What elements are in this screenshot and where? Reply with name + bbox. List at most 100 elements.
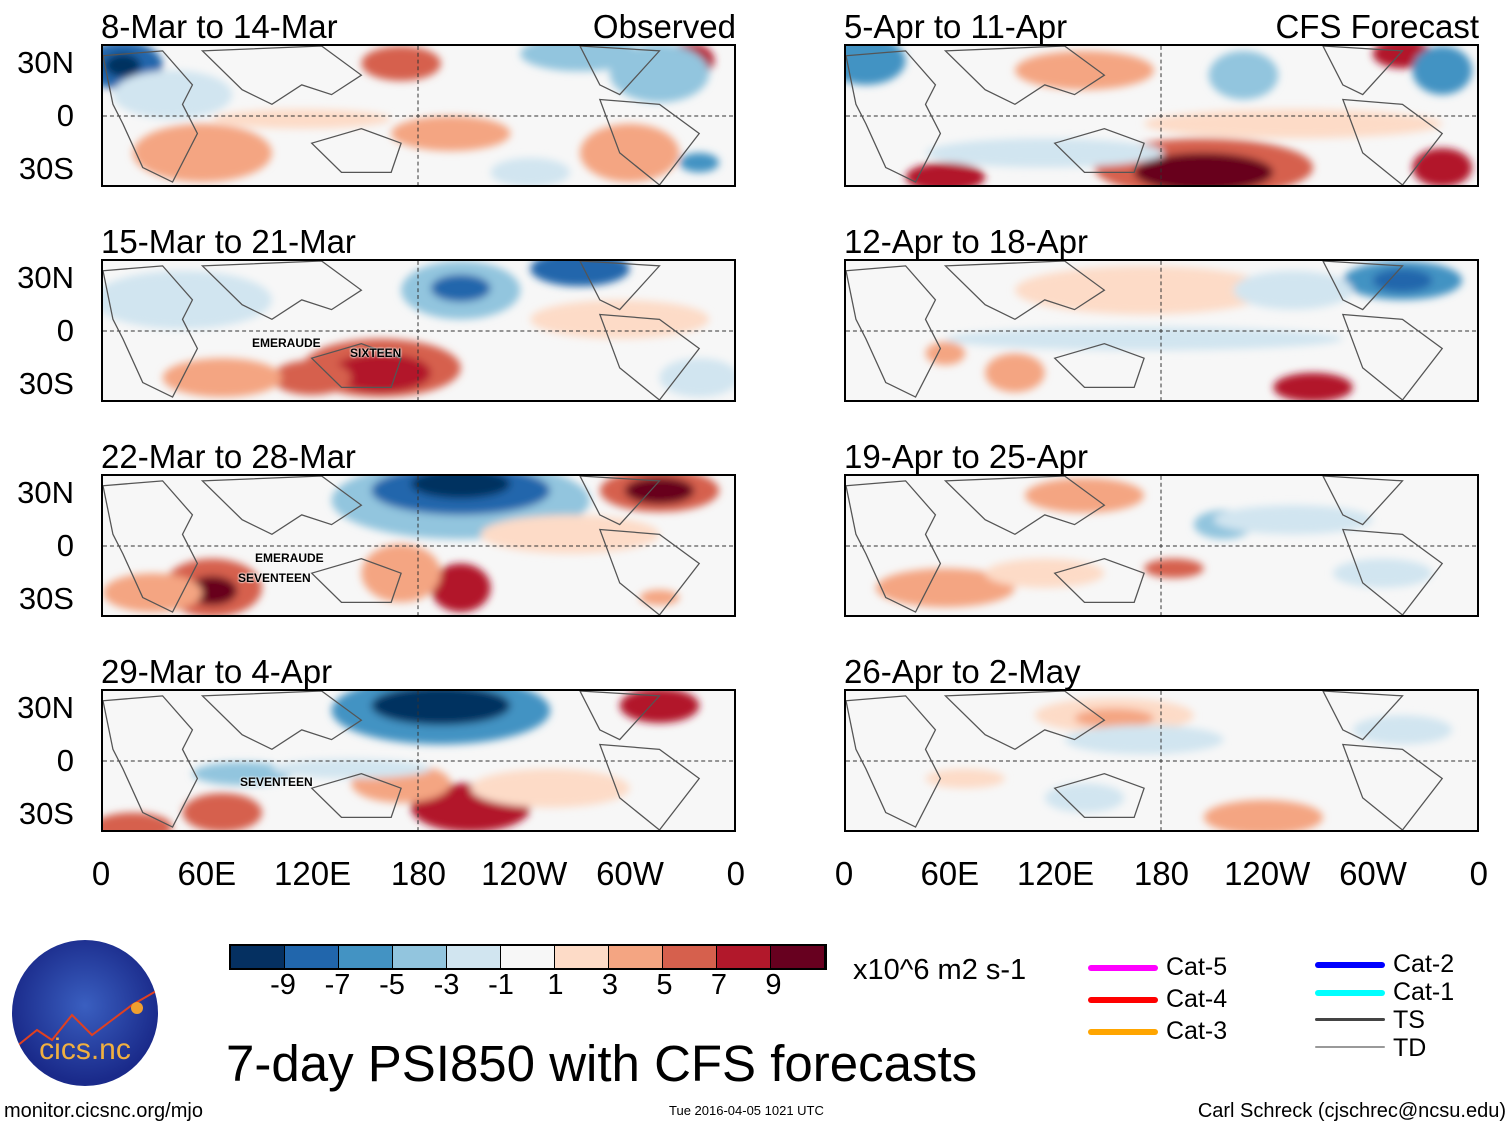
anomaly-contour [430,563,491,613]
anomaly-contour [430,274,491,302]
anomaly-contour [1273,372,1353,400]
anomaly-contour [1412,46,1473,95]
panel-title: 15-Mar to 21-Mar [101,223,356,260]
anomaly-contour [490,157,571,185]
lon-label: 120E [1017,855,1095,892]
anomaly-contour [520,46,640,72]
legend-label: TS [1393,1006,1425,1034]
colorbar-label: -1 [488,969,514,1001]
colorbar-label: 3 [601,969,619,1001]
anomaly-contour [875,568,1015,608]
colorbar-swatch [285,946,339,968]
anomaly-contour [470,768,630,808]
colorbar-swatch [231,946,285,968]
lon-label: 120W [481,855,568,892]
coastlines [103,691,701,830]
footer-timestamp: Tue 2016-04-05 1021 UTC [669,1103,824,1118]
anomaly-contour [391,115,511,151]
anomaly-contour [925,341,966,366]
anomaly-contour [985,558,1105,588]
panel-title: 19-Apr to 25-Apr [844,438,1088,475]
observed-header: Observed [592,8,736,45]
coastlines [103,476,701,615]
psi850-map-panel [844,259,1479,402]
anomaly-contour [1213,505,1373,535]
anomaly-contour [1144,558,1204,579]
storm-label: SEVENTEEN [240,775,313,789]
psi850-map-panel [844,474,1479,617]
legend-label: Cat-4 [1166,985,1228,1013]
anomaly-contour [371,691,511,726]
anomaly-contour [132,123,272,183]
legend-line-cat-2 [1315,962,1385,968]
coastlines [846,691,1444,830]
storm-label: EMERAUDE [255,551,324,565]
lat-label: 30S [18,151,74,186]
coastlines [846,261,1444,400]
legend-line-cat-5 [1088,965,1158,971]
anomaly-contour [530,299,710,339]
anomaly-contour [1233,270,1353,310]
lon-label: 0 [834,855,854,892]
mountain-icon [12,989,158,1051]
legend-line-cat-3 [1088,1029,1158,1035]
colorbar-swatch [717,946,771,968]
anomaly-contour [1352,715,1453,745]
anomaly-contour [192,761,292,786]
lon-label: 60W [596,855,664,892]
legend-line-td [1315,1046,1385,1048]
footer-url[interactable]: monitor.cicsnc.org/mjo [4,1100,203,1122]
lat-label: 0 [56,528,74,563]
panel-title: 5-Apr to 11-Apr [844,8,1068,45]
legend-label: Cat-3 [1166,1017,1228,1045]
panel-title: 29-Mar to 4-Apr [101,653,333,690]
anomaly-contour [905,162,986,185]
colorbar-label: -9 [270,969,296,1001]
lon-label: 0 [726,855,745,892]
lat-label: 30N [17,45,74,80]
anomaly-contour [1208,50,1279,100]
anomaly-contour [331,353,431,393]
colorbar-swatch [771,946,825,968]
lat-label: 30S [18,796,74,831]
lat-label: 30S [18,581,74,616]
legend-label: Cat-5 [1166,953,1228,981]
psi850-map-panel [101,259,736,402]
panel-title: 26-Apr to 2-May [844,653,1081,690]
lon-label: 60E [177,855,237,892]
anomaly-contour [1134,152,1274,185]
psi850-map-panel [844,689,1479,832]
anomaly-contour [659,358,734,398]
lat-label: 0 [56,98,74,133]
coastlines [846,46,1444,185]
forecast-header: CFS Forecast [1275,8,1479,45]
anomaly-contour [361,46,441,81]
anomaly-contour [271,759,431,779]
anomaly-contour [162,358,282,398]
anomaly-contour [1074,708,1155,728]
colorbar-swatch [447,946,501,968]
colorbar-swatch [609,946,663,968]
lat-label: 0 [56,743,74,778]
psi850-map-panel [101,689,736,832]
colorbar-label: -7 [324,969,351,1001]
anomaly-contour [103,812,173,830]
panel-title: 12-Apr to 18-Apr [844,223,1088,260]
figure-title: 7-day PSI850 with CFS forecasts [226,1035,978,1092]
anomaly-contour [411,476,511,499]
anomaly-contour [1412,148,1473,185]
lon-label: 0 [91,855,111,892]
anomaly-contour [1144,109,1443,139]
colorbar-swatch [393,946,447,968]
anomaly-contour [624,476,695,505]
lon-label: 0 [1469,855,1488,892]
anomaly-contour [104,53,141,78]
colorbar-label: 5 [656,969,673,1001]
anomaly-contour [945,327,1343,351]
anomaly-contour [1372,268,1433,293]
colorbar-label: -5 [379,969,405,1001]
anomaly-contour [212,109,392,129]
anomaly-contour [112,70,233,119]
anomaly-contour [925,138,1164,168]
anomaly-contour [1203,799,1323,830]
